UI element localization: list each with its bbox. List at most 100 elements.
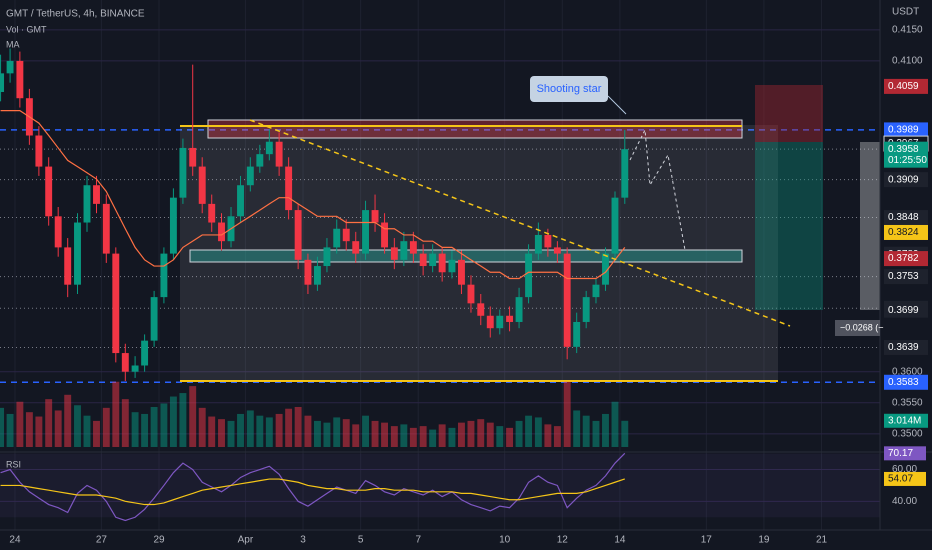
volume-bar [496, 426, 504, 447]
volume-bar [131, 412, 139, 447]
rsi-line [0, 452, 626, 522]
price-tag [884, 302, 928, 318]
candle-body [323, 247, 331, 267]
volume-bar [265, 417, 273, 447]
volume-bar [112, 381, 120, 447]
price-tag-label: 0.3639 [888, 342, 919, 353]
candle-body [45, 166, 53, 217]
candle-body [16, 60, 24, 99]
volume-bar [218, 419, 225, 447]
callout-pointer [607, 95, 627, 115]
price-tag-label: 0.3583 [888, 377, 919, 388]
candle-body [35, 135, 43, 167]
price-tag-label: 0.3909 [888, 174, 919, 185]
rsi-tag [884, 446, 926, 461]
volume-bar [150, 406, 158, 447]
x-tick-label: 24 [9, 535, 21, 546]
volume-tag-label: 3.014M [888, 415, 921, 426]
volume-bar [285, 408, 293, 447]
rsi-tick-label: 40.00 [892, 496, 917, 507]
price-tag [884, 224, 928, 240]
volume-bar [467, 420, 475, 447]
candle-body [400, 241, 408, 260]
volume-bar [16, 401, 24, 447]
currency-label: USDT [892, 7, 919, 18]
volume-bar [93, 420, 100, 447]
candle-body [573, 321, 581, 347]
volume-bar [121, 399, 129, 447]
y-tick-label: 0.3600 [892, 366, 923, 377]
candle-body [189, 147, 197, 167]
candle-body [333, 228, 341, 248]
volume-bar [458, 422, 465, 447]
candle-body [275, 141, 283, 167]
volume-bar [563, 381, 571, 447]
volume-bar [611, 401, 619, 447]
price-tag-label: 0.3989 [888, 125, 919, 136]
x-tick-label: 5 [358, 535, 364, 546]
x-tick-label: Apr [238, 535, 254, 546]
volume-bar [553, 426, 561, 447]
candle-body [486, 315, 494, 329]
candle-body [362, 210, 369, 254]
candle-body [371, 210, 379, 223]
callout-text: Shooting star [537, 83, 602, 95]
volume-bar [573, 410, 581, 447]
candle-body [602, 253, 609, 285]
candle-body [477, 303, 485, 316]
candle-body [506, 315, 514, 322]
x-tick-label: 21 [816, 535, 828, 546]
y-tick-label: 0.4100 [892, 56, 923, 67]
candle-body [390, 247, 398, 260]
rsi-tag-label: 54.07 [888, 474, 913, 485]
price-tag [884, 374, 928, 390]
x-tick-label: 19 [758, 535, 770, 546]
volume-bar [352, 424, 360, 447]
candle-body [83, 185, 91, 223]
volume-bar [448, 427, 456, 447]
volume-bar [198, 407, 206, 447]
volume-bar [486, 422, 494, 447]
price-tag-label: 0.3824 [888, 227, 919, 238]
candle-body [6, 60, 14, 74]
volume-bar [506, 427, 514, 447]
y-tick-label: 0.3500 [892, 429, 923, 440]
volume-bar [304, 415, 312, 447]
candle-body [544, 234, 552, 248]
price-tag [884, 141, 928, 168]
candle-body [438, 253, 446, 273]
volume-bar [544, 424, 552, 447]
candle-body [256, 154, 264, 167]
volume-bar [323, 422, 331, 447]
price-tag [884, 172, 928, 188]
candle-body [467, 284, 475, 304]
volume-bar [64, 394, 72, 447]
symbol-title: GMT / TetherUS, 4h, BINANCE [6, 9, 145, 20]
volume-bar [333, 417, 341, 447]
candle-body [112, 253, 120, 354]
candle-body [237, 185, 244, 217]
volume-bar [54, 410, 62, 447]
price-tag-label: 0.3753 [888, 271, 919, 282]
candle-body [160, 253, 168, 298]
candle-body [102, 203, 110, 254]
volume-bar [179, 393, 187, 447]
candle-body [150, 297, 158, 341]
volume-bar [381, 422, 389, 447]
volume-bar [592, 420, 600, 447]
candle-body [621, 149, 629, 198]
rsi-tag-label: 70.17 [888, 448, 913, 459]
candle-body [0, 73, 5, 92]
volume-bar [275, 413, 283, 447]
position-range [860, 142, 880, 310]
volume-bar [602, 413, 609, 447]
candle-body [534, 234, 542, 254]
volume-bar [246, 410, 254, 447]
volume-bar [534, 417, 542, 447]
price-tag [884, 269, 928, 285]
candle-body [419, 253, 427, 267]
volume-bar [256, 415, 264, 447]
volume-bar [409, 427, 417, 447]
candle-body [93, 185, 100, 204]
volume-bar [6, 413, 14, 447]
